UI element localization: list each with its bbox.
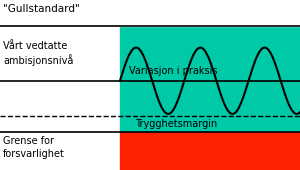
Text: Variasjon i praksis: Variasjon i praksis xyxy=(129,66,218,75)
Text: "Gullstandard": "Gullstandard" xyxy=(3,4,80,14)
Bar xyxy=(120,26,300,132)
Bar xyxy=(120,0,300,26)
Bar xyxy=(120,132,300,170)
Text: Grense for
forsvarlighet: Grense for forsvarlighet xyxy=(3,136,65,159)
Text: Trygghetsmargin: Trygghetsmargin xyxy=(135,119,217,129)
Text: Vårt vedtatte
ambisjonsnivå: Vårt vedtatte ambisjonsnivå xyxy=(3,41,74,66)
